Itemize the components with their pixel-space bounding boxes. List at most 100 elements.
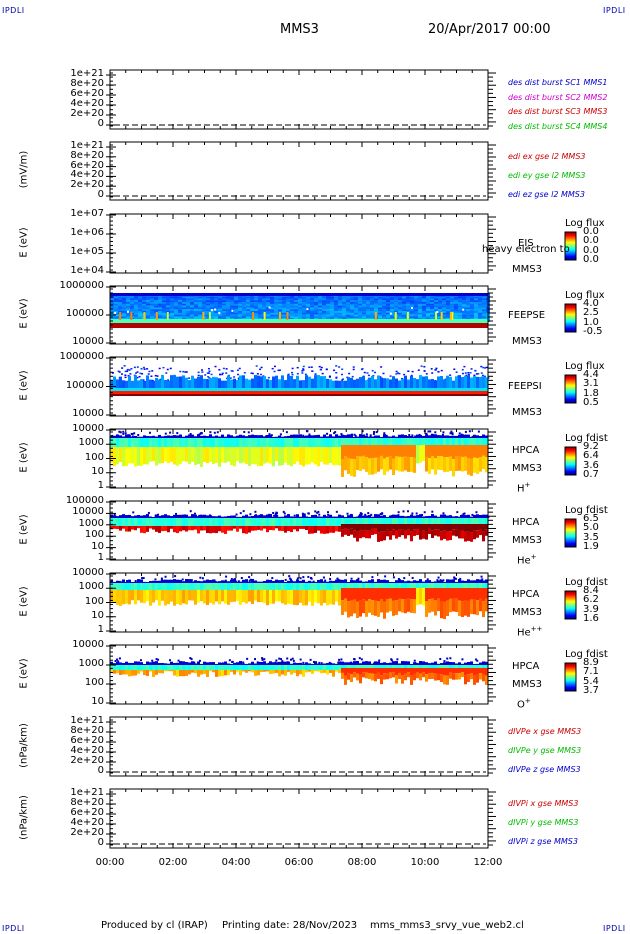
spectrogram-cell [206, 579, 209, 584]
spectrogram-cell [260, 435, 263, 438]
spectrogram-cell [461, 456, 464, 472]
spectrogram-cell [392, 435, 395, 440]
spectrogram-cell [212, 583, 215, 590]
spectrogram-cell [422, 524, 425, 531]
spectrogram-cell [397, 511, 400, 514]
spectrogram-cell [452, 588, 455, 599]
ytick-label: 2e+20 [70, 108, 104, 119]
spectrogram-cell [173, 514, 176, 519]
spectrogram-cell [128, 590, 131, 605]
spectrogram-cell [222, 316, 226, 319]
spectrogram-cell [434, 305, 438, 308]
spectrogram-cell [275, 447, 278, 462]
spectrogram-cell [124, 432, 127, 435]
spectrogram-cell [275, 670, 278, 673]
spectrogram-cell [176, 376, 179, 390]
spectrogram-cell [242, 300, 246, 303]
spectrogram-cell [218, 298, 222, 301]
spectrogram-cell [419, 673, 422, 681]
spectrogram-cell [287, 435, 290, 440]
spectrogram-cell [430, 311, 434, 313]
spectrogram-cell [113, 513, 116, 516]
spectrogram-cell [482, 302, 486, 304]
spectrogram-cell [449, 662, 452, 667]
spectrogram-cell [245, 438, 248, 447]
spectrogram-cell [420, 365, 423, 367]
spectrogram-cell [200, 514, 203, 517]
spectrogram-cell [365, 600, 368, 617]
spectrogram-cell [449, 445, 452, 457]
spectrogram-cell [314, 300, 318, 303]
spectrogram-cell [454, 296, 458, 299]
spectrogram-cell [314, 316, 318, 319]
spectrogram-cell [299, 577, 302, 580]
spectrogram-cell [446, 583, 449, 588]
spectrogram-cell [398, 314, 402, 317]
spectrogram-cell [207, 372, 210, 374]
spectrogram-cell [434, 434, 437, 439]
spectrogram-cell [383, 515, 386, 520]
spectrogram-cell [168, 659, 171, 662]
spectrogram-cell [323, 583, 326, 590]
spectrogram-cell [474, 309, 478, 312]
spectrogram-cell [446, 305, 450, 308]
spectrogram-cell [383, 432, 386, 435]
spectrogram-cell [422, 518, 425, 524]
spectrogram-cell [428, 672, 431, 680]
spectrogram-cell [362, 583, 365, 588]
spectrogram-cell [329, 670, 332, 673]
spectrogram-cell [434, 309, 438, 312]
spectrogram-cell [134, 314, 138, 317]
spectrogram-cell [470, 311, 474, 313]
instrument-name-eis: EIS [518, 238, 534, 249]
spectrogram-cell [221, 670, 224, 677]
spectrogram-cell [206, 447, 209, 464]
spectrogram-cell [236, 670, 239, 672]
spectrogram-cell [318, 302, 322, 304]
spectrogram-cell [434, 431, 437, 434]
spectrogram-cell [118, 430, 121, 433]
spectrogram-cell [446, 588, 449, 601]
spectrogram-cell [386, 438, 389, 445]
spectrogram-cell [317, 447, 320, 467]
spectrogram-cell [188, 579, 191, 584]
spectrogram-cell [438, 300, 442, 303]
spectrogram-cell [329, 665, 332, 670]
spectrogram-cell [466, 316, 470, 319]
spectrogram-cell [330, 309, 334, 312]
spectrogram-cell [326, 303, 330, 306]
spectrogram-cell [422, 445, 425, 462]
spectrogram-cell [189, 433, 192, 436]
spectrogram-cell [305, 375, 308, 390]
spectrogram-cell [278, 590, 281, 602]
spectrogram-cell [203, 438, 206, 447]
spectrogram-cell [390, 659, 393, 662]
spectrogram-cell [274, 312, 278, 315]
spectrogram-cell [124, 376, 127, 379]
spectrogram-cell [414, 435, 417, 438]
legend-entry-edi: edi ez gse l2 MMS3 [508, 190, 585, 199]
spectrogram-cell [368, 668, 371, 673]
spectrogram-cell [362, 529, 365, 538]
spectrogram-cell [326, 302, 330, 304]
spectrogram-cell [485, 583, 488, 588]
spectrogram-cell [118, 309, 122, 312]
spectrogram-cell [218, 590, 221, 605]
spectrogram-cell [314, 447, 317, 465]
spectrogram-cell [239, 434, 242, 439]
spectrogram-cell [401, 456, 404, 472]
spectrogram-cell [210, 305, 214, 308]
spectrogram-cell [286, 661, 289, 664]
spectrogram-cell [392, 376, 395, 390]
spectrogram-cell [350, 458, 353, 476]
spectrogram-cell [227, 375, 230, 390]
spectrogram-cell [290, 518, 293, 526]
spectrogram-cell [318, 513, 321, 516]
spectrogram-cell [455, 376, 458, 390]
spectrogram-cell [390, 307, 394, 310]
spectrogram-cell [353, 599, 356, 614]
spectrogram-cell [209, 579, 212, 584]
spectrogram-cell [186, 296, 190, 299]
spectrogram-cell [328, 661, 331, 664]
spectrogram-cell [398, 588, 401, 599]
